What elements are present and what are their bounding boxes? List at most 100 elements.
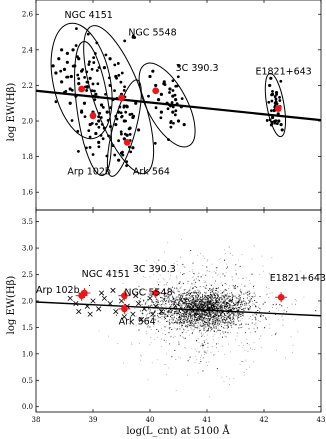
cloud-point [224,319,226,322]
cloud-point [195,316,197,318]
cloud-point [191,332,194,334]
cloud-point [244,304,246,306]
cloud-point [168,332,170,334]
cloud-point [242,300,245,302]
cloud-point [210,301,212,303]
cloud-point [195,310,197,312]
cloud-point [216,293,218,295]
data-point [132,114,136,118]
cloud-point [187,310,189,312]
cloud-point [199,316,201,318]
cloud-point [177,313,179,315]
mean-point [274,105,282,112]
cloud-point [188,290,190,292]
cloud-point [249,300,251,302]
cloud-point [185,303,187,305]
cloud-point [189,303,191,306]
cloud-point [138,286,140,288]
cloud-point [215,299,217,301]
cloud-point [216,313,218,315]
cloud-point [148,312,150,314]
cloud-point [176,306,178,308]
cloud-point [226,297,228,300]
cloud-point [199,330,201,332]
cloud-point [201,297,203,299]
cloud-point [228,288,230,290]
cloud-point [200,303,202,305]
cloud-point [193,291,195,293]
cloud-point [233,320,235,322]
cloud-point [188,311,191,313]
cloud-point [211,303,213,305]
cloud-point [228,296,230,298]
cloud-point [259,295,261,298]
cloud-point [192,295,194,297]
cloud-point [256,309,259,312]
cloud-point [236,308,238,310]
data-point [86,84,89,88]
cloud-point [212,306,214,309]
cloud-point [160,315,162,318]
cloud-point [233,313,235,315]
cloud-point [210,285,212,287]
cloud-point [207,330,209,332]
cloud-point [178,314,180,316]
cloud-point [237,302,239,304]
mean-point [152,87,160,95]
cloud-point [202,324,204,327]
cloud-point [249,307,251,309]
cloud-point [177,303,179,305]
cloud-point [186,297,188,300]
cloud-point [229,319,231,321]
cloud-point [172,304,174,306]
cloud-point [210,300,212,303]
data-point [270,115,275,120]
cloud-point [163,315,165,318]
cloud-point [212,315,215,317]
cloud-point [156,301,158,303]
cloud-point [198,322,200,324]
cloud-point [228,306,230,308]
cloud-point [282,324,284,326]
cloud-point [210,300,212,302]
data-point [83,75,86,79]
mean-point [78,85,85,93]
cloud-point [193,298,195,300]
cloud-point [190,292,192,294]
cloud-point [195,312,197,315]
cloud-point [204,298,206,300]
cloud-point [185,311,187,313]
cloud-point [250,297,252,299]
cloud-point [202,314,204,316]
cloud-point [244,302,246,305]
cloud-point [179,299,181,302]
cloud-point [200,312,202,315]
cloud-point [211,322,213,324]
cloud-point [160,304,162,306]
cloud-point [176,312,178,314]
cloud-point [194,312,196,315]
data-point [131,146,135,150]
cloud-point [217,315,220,317]
cloud-point [211,290,213,292]
cloud-point [183,299,185,301]
cloud-point [249,300,251,302]
cloud-point [194,316,196,318]
cloud-point [226,312,228,314]
cloud-point [215,313,217,315]
data-point [86,80,90,84]
cloud-point [249,306,252,308]
cloud-point [212,315,215,317]
cloud-point [211,291,213,293]
cloud-point [191,300,193,302]
cloud-point [179,287,181,289]
cloud-point [224,331,226,333]
cloud-point [236,308,238,310]
cloud-point [194,303,196,305]
cloud-point [193,302,196,304]
cloud-point [190,315,192,317]
data-point [122,137,126,141]
cloud-point [182,293,184,295]
cloud-point [206,303,208,305]
cloud-point [186,291,188,293]
